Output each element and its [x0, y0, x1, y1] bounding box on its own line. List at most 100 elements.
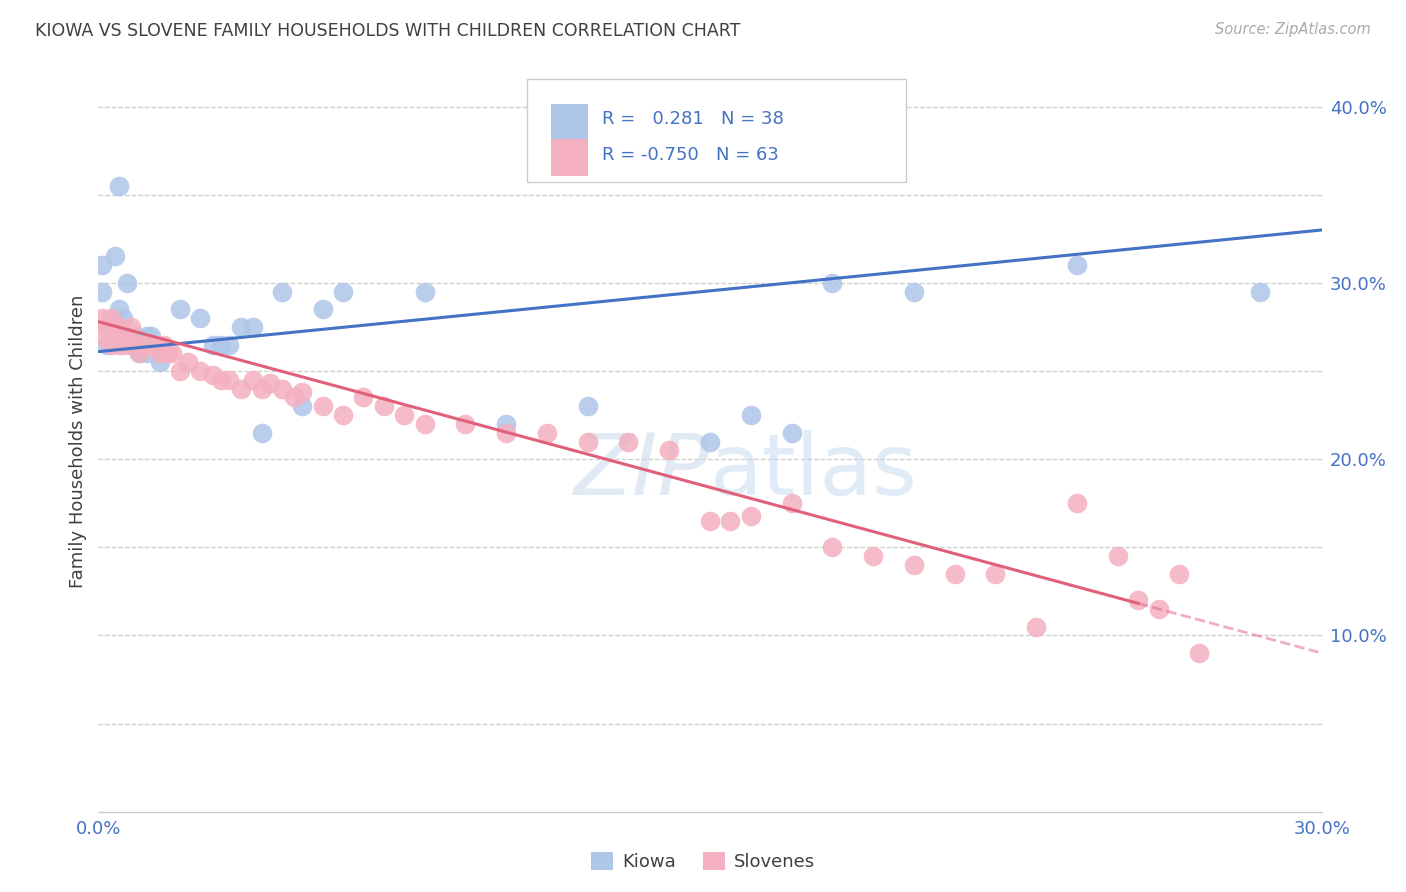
Point [259, 376, 281, 391]
Point [1249, 285, 1271, 299]
Point [332, 408, 354, 422]
FancyBboxPatch shape [551, 104, 588, 142]
Point [821, 541, 844, 555]
Point [250, 425, 273, 440]
Point [91, 328, 114, 343]
Point [120, 320, 142, 334]
Point [821, 276, 844, 290]
Point [903, 558, 925, 572]
Text: R = -0.750   N = 63: R = -0.750 N = 63 [602, 145, 779, 163]
Point [576, 434, 599, 449]
Point [291, 399, 314, 413]
Point [862, 549, 884, 563]
Point [740, 408, 762, 422]
Point [617, 434, 640, 449]
Point [108, 320, 131, 334]
Point [104, 328, 127, 343]
Point [128, 346, 150, 360]
Point [160, 346, 183, 360]
Point [576, 399, 599, 413]
Point [1188, 646, 1211, 660]
Point [312, 399, 335, 413]
Point [332, 285, 354, 299]
Point [495, 425, 517, 440]
Point [291, 385, 314, 400]
Point [352, 391, 374, 405]
Point [136, 346, 159, 360]
Point [100, 311, 122, 326]
Y-axis label: Family Households with Children: Family Households with Children [69, 295, 87, 588]
Point [169, 364, 191, 378]
Point [120, 337, 142, 351]
Point [201, 337, 224, 351]
Point [169, 302, 191, 317]
Point [188, 311, 212, 326]
Point [188, 364, 212, 378]
Text: R =   0.281   N = 38: R = 0.281 N = 38 [602, 110, 785, 128]
Point [96, 320, 118, 334]
Point [104, 250, 127, 264]
Point [1107, 549, 1129, 563]
Point [373, 399, 395, 413]
Point [231, 320, 253, 334]
Point [124, 328, 146, 343]
Point [149, 355, 172, 369]
Point [903, 285, 925, 299]
Point [1128, 593, 1150, 607]
Point [145, 337, 167, 351]
Point [242, 373, 264, 387]
Text: ZIP: ZIP [574, 430, 710, 513]
Point [201, 368, 224, 382]
Point [699, 434, 721, 449]
Legend: Kiowa, Slovenes: Kiowa, Slovenes [583, 845, 823, 879]
Point [312, 302, 335, 317]
Point [128, 346, 150, 360]
Point [392, 408, 416, 422]
Point [177, 355, 200, 369]
Point [156, 346, 179, 360]
Point [100, 337, 122, 351]
Point [1025, 619, 1047, 633]
Point [1066, 496, 1088, 510]
Point [1066, 258, 1088, 272]
Point [1167, 566, 1189, 581]
Point [152, 337, 174, 351]
Point [413, 417, 436, 431]
Point [91, 258, 114, 272]
Point [270, 382, 294, 396]
Point [454, 417, 477, 431]
Point [96, 337, 118, 351]
Point [108, 337, 131, 351]
Point [984, 566, 1007, 581]
Point [699, 514, 721, 528]
Point [120, 337, 142, 351]
Point [1147, 602, 1170, 616]
Point [108, 178, 131, 193]
Point [141, 328, 163, 343]
Point [231, 382, 253, 396]
Point [270, 285, 294, 299]
Point [209, 373, 232, 387]
Point [115, 328, 138, 343]
Point [141, 337, 163, 351]
Point [283, 391, 305, 405]
Point [780, 425, 803, 440]
Point [413, 285, 436, 299]
Point [242, 320, 264, 334]
Point [111, 311, 134, 326]
Point [209, 337, 232, 351]
Point [780, 496, 803, 510]
Point [108, 302, 131, 317]
Text: Source: ZipAtlas.com: Source: ZipAtlas.com [1215, 22, 1371, 37]
Point [111, 337, 134, 351]
Point [536, 425, 558, 440]
Point [115, 276, 138, 290]
Point [124, 337, 146, 351]
Point [250, 382, 273, 396]
FancyBboxPatch shape [551, 139, 588, 176]
Point [136, 337, 159, 351]
Point [100, 320, 122, 334]
Point [91, 285, 114, 299]
Point [149, 346, 172, 360]
Point [658, 443, 681, 458]
